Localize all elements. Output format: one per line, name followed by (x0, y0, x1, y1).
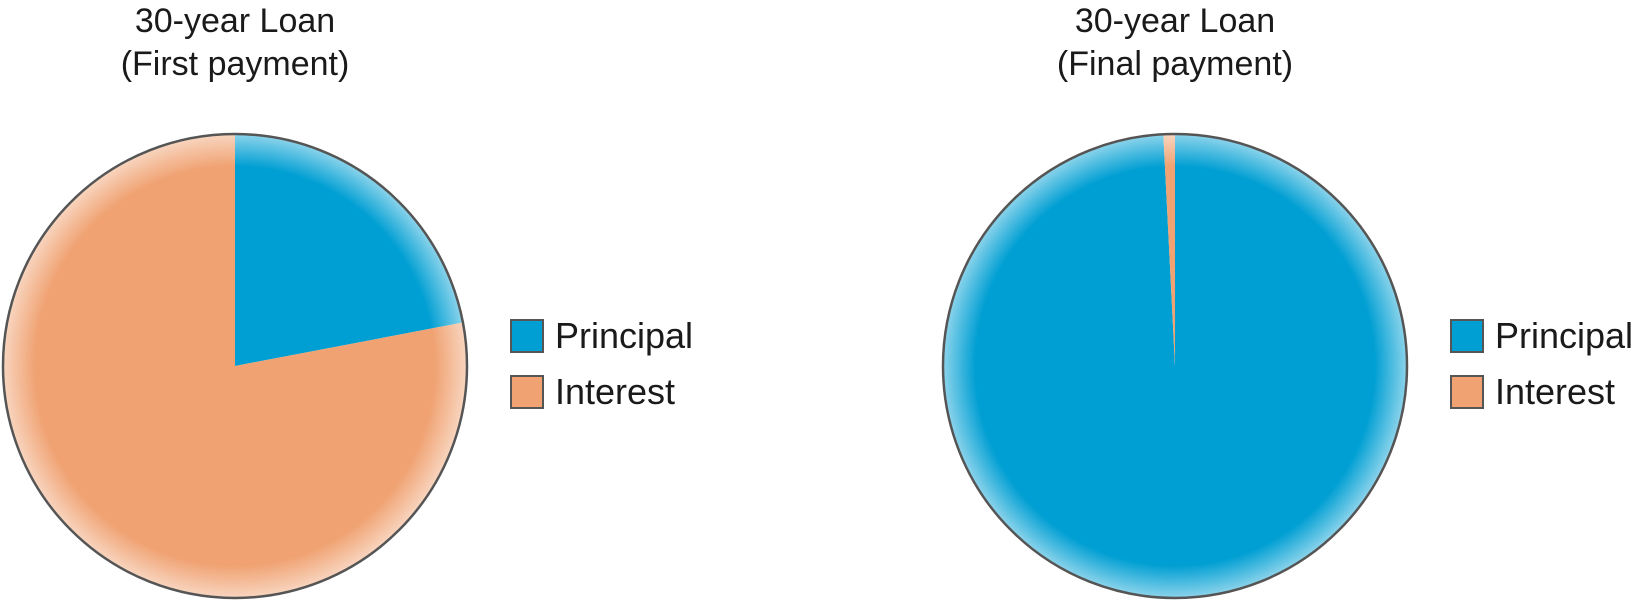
pie-outline (941, 132, 1409, 600)
chart-title: 30-year Loan (Final payment) (975, 0, 1375, 86)
chart-subtitle: (Final payment) (1056, 45, 1294, 83)
pie-shading (943, 134, 1407, 598)
legend-swatch-interest (1450, 375, 1484, 409)
chart-title-line: 30-year Loan (134, 2, 336, 40)
pie-shading (3, 134, 467, 598)
legend-swatch-principal (1450, 319, 1484, 353)
chart-title-line: 30-year Loan (1074, 2, 1276, 40)
legend-item-interest: Interest (1450, 364, 1633, 420)
chart-subtitle: (First payment) (120, 45, 350, 83)
legend-item-principal: Principal (510, 308, 693, 364)
pie-outline (1, 132, 469, 600)
chart-final-payment: 30-year Loan (Final payment) Principal I… (940, 0, 1651, 601)
pie-chart (941, 132, 1409, 600)
chart-title: 30-year Loan (First payment) (35, 0, 435, 86)
legend: Principal Interest (1450, 308, 1633, 420)
legend-label: Principal (555, 315, 694, 356)
legend-label: Principal (1495, 315, 1634, 356)
legend-label: Interest (1495, 371, 1616, 412)
legend-swatch-interest (510, 375, 544, 409)
legend-item-interest: Interest (510, 364, 693, 420)
legend-item-principal: Principal (1450, 308, 1633, 364)
pie-chart (1, 132, 469, 600)
chart-first-payment: 30-year Loan (First payment) Principal I… (0, 0, 800, 601)
legend: Principal Interest (510, 308, 693, 420)
legend-swatch-principal (510, 319, 544, 353)
legend-label: Interest (555, 371, 676, 412)
